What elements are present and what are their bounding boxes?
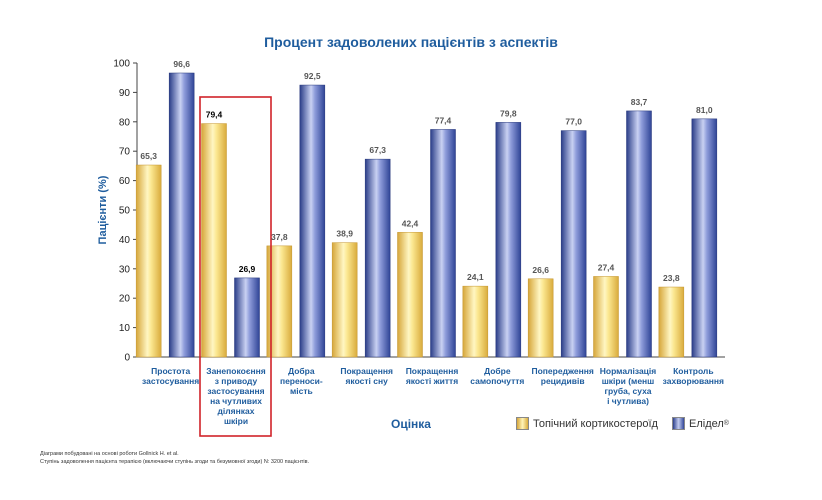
bar-corticosteroid (331, 242, 358, 358)
bar-elidel (364, 158, 391, 358)
category-label: на чутливих (210, 396, 262, 406)
y-tick-label: 80 (119, 117, 131, 128)
category-label: ділянках (218, 406, 255, 416)
x-axis-title: Оцінка (391, 417, 431, 431)
category-label: шкіри (224, 416, 248, 426)
bar-elidel (560, 130, 587, 358)
category-label: застосування (142, 376, 199, 386)
category-label: Простота (151, 366, 190, 376)
category-label: якості сну (345, 376, 388, 386)
category-label: мість (290, 386, 313, 396)
y-tick-label: 60 (119, 176, 131, 187)
bar-corticosteroid (201, 123, 227, 358)
bar-corticosteroid (462, 285, 489, 358)
category-label: Покращення (406, 366, 459, 376)
bar-elidel (626, 110, 652, 358)
y-tick-label: 70 (119, 147, 131, 158)
y-tick-label: 40 (119, 235, 131, 246)
category-label: з приводу (215, 376, 258, 386)
data-label: 96,6 (173, 59, 190, 69)
bar-corticosteroid (135, 164, 162, 358)
legend-swatch-yellow (516, 417, 529, 430)
data-label: 26,9 (239, 264, 256, 274)
category-label: Покращення (340, 366, 393, 376)
category-label: груба, суха (604, 386, 651, 396)
footnote-satisfaction: Ступінь задоволення пацієнта терапією (в… (40, 459, 310, 465)
bar-elidel (691, 118, 718, 358)
chart-title: Процент задоволених пацієнтів з аспектів (264, 34, 558, 50)
data-label: 27,4 (598, 262, 615, 272)
legend-swatch-blue (672, 417, 685, 430)
bar-corticosteroid (397, 232, 423, 358)
bar-elidel (430, 129, 456, 358)
registered-mark: ® (723, 420, 729, 427)
data-label: 37,8 (271, 232, 288, 242)
y-tick-label: 20 (119, 294, 131, 305)
data-label: 67,3 (369, 145, 386, 155)
data-label: 77,4 (435, 115, 452, 125)
bar-elidel (495, 122, 522, 358)
category-label: самопочуття (470, 376, 524, 386)
data-label: 26,6 (532, 265, 549, 275)
y-tick-label: 10 (119, 323, 131, 334)
category-label: Попередження (531, 366, 593, 376)
footnote-source: Діаграми побудовані на основі роботи Gol… (40, 451, 179, 457)
bar-elidel (234, 277, 260, 358)
data-label: 81,0 (696, 105, 713, 115)
bar-elidel (168, 72, 195, 358)
data-label: 79,8 (500, 108, 517, 118)
category-label: Добре (484, 366, 511, 376)
bar-corticosteroid (593, 276, 619, 358)
data-label: 77,0 (565, 117, 582, 127)
category-label: застосування (207, 386, 264, 396)
data-label: 83,7 (631, 97, 648, 107)
category-label: Нормалізація (600, 366, 657, 376)
bar-elidel (299, 84, 326, 358)
category-label: захворювання (663, 376, 724, 386)
legend-label-elidel: Елідел (689, 417, 724, 430)
category-label: Добра (288, 366, 315, 376)
data-label: 79,4 (206, 110, 223, 120)
highlight-box (199, 96, 272, 437)
y-tick-label: 30 (119, 264, 131, 275)
data-label: 24,1 (467, 272, 484, 282)
y-tick-label: 0 (124, 353, 130, 364)
category-label: переноси- (280, 376, 323, 386)
bar-corticosteroid (527, 278, 554, 358)
bar-corticosteroid (658, 286, 685, 358)
data-label: 65,3 (140, 151, 157, 161)
category-label: якості життя (406, 376, 458, 386)
y-tick-label: 90 (119, 88, 131, 99)
category-label: Контроль (673, 366, 713, 376)
category-label: шкіри (менш (602, 376, 655, 386)
data-label: 38,9 (336, 229, 353, 239)
y-axis-title: Пацієнти (%) (97, 175, 109, 244)
category-label: Занепокоєння (206, 366, 266, 376)
legend-item-corticosteroid: Топічний кортикостероїд (516, 417, 658, 430)
legend-item-elidel: Елідел ® (672, 417, 729, 430)
data-label: 42,4 (402, 218, 419, 228)
legend-label-corticosteroid: Топічний кортикостероїд (533, 417, 658, 430)
category-label: рецидивів (541, 376, 585, 386)
category-label: і чутлива) (607, 396, 649, 406)
y-tick-label: 50 (119, 206, 131, 217)
data-label: 23,8 (663, 273, 680, 283)
y-tick-label: 100 (113, 59, 130, 70)
data-label: 92,5 (304, 71, 321, 81)
